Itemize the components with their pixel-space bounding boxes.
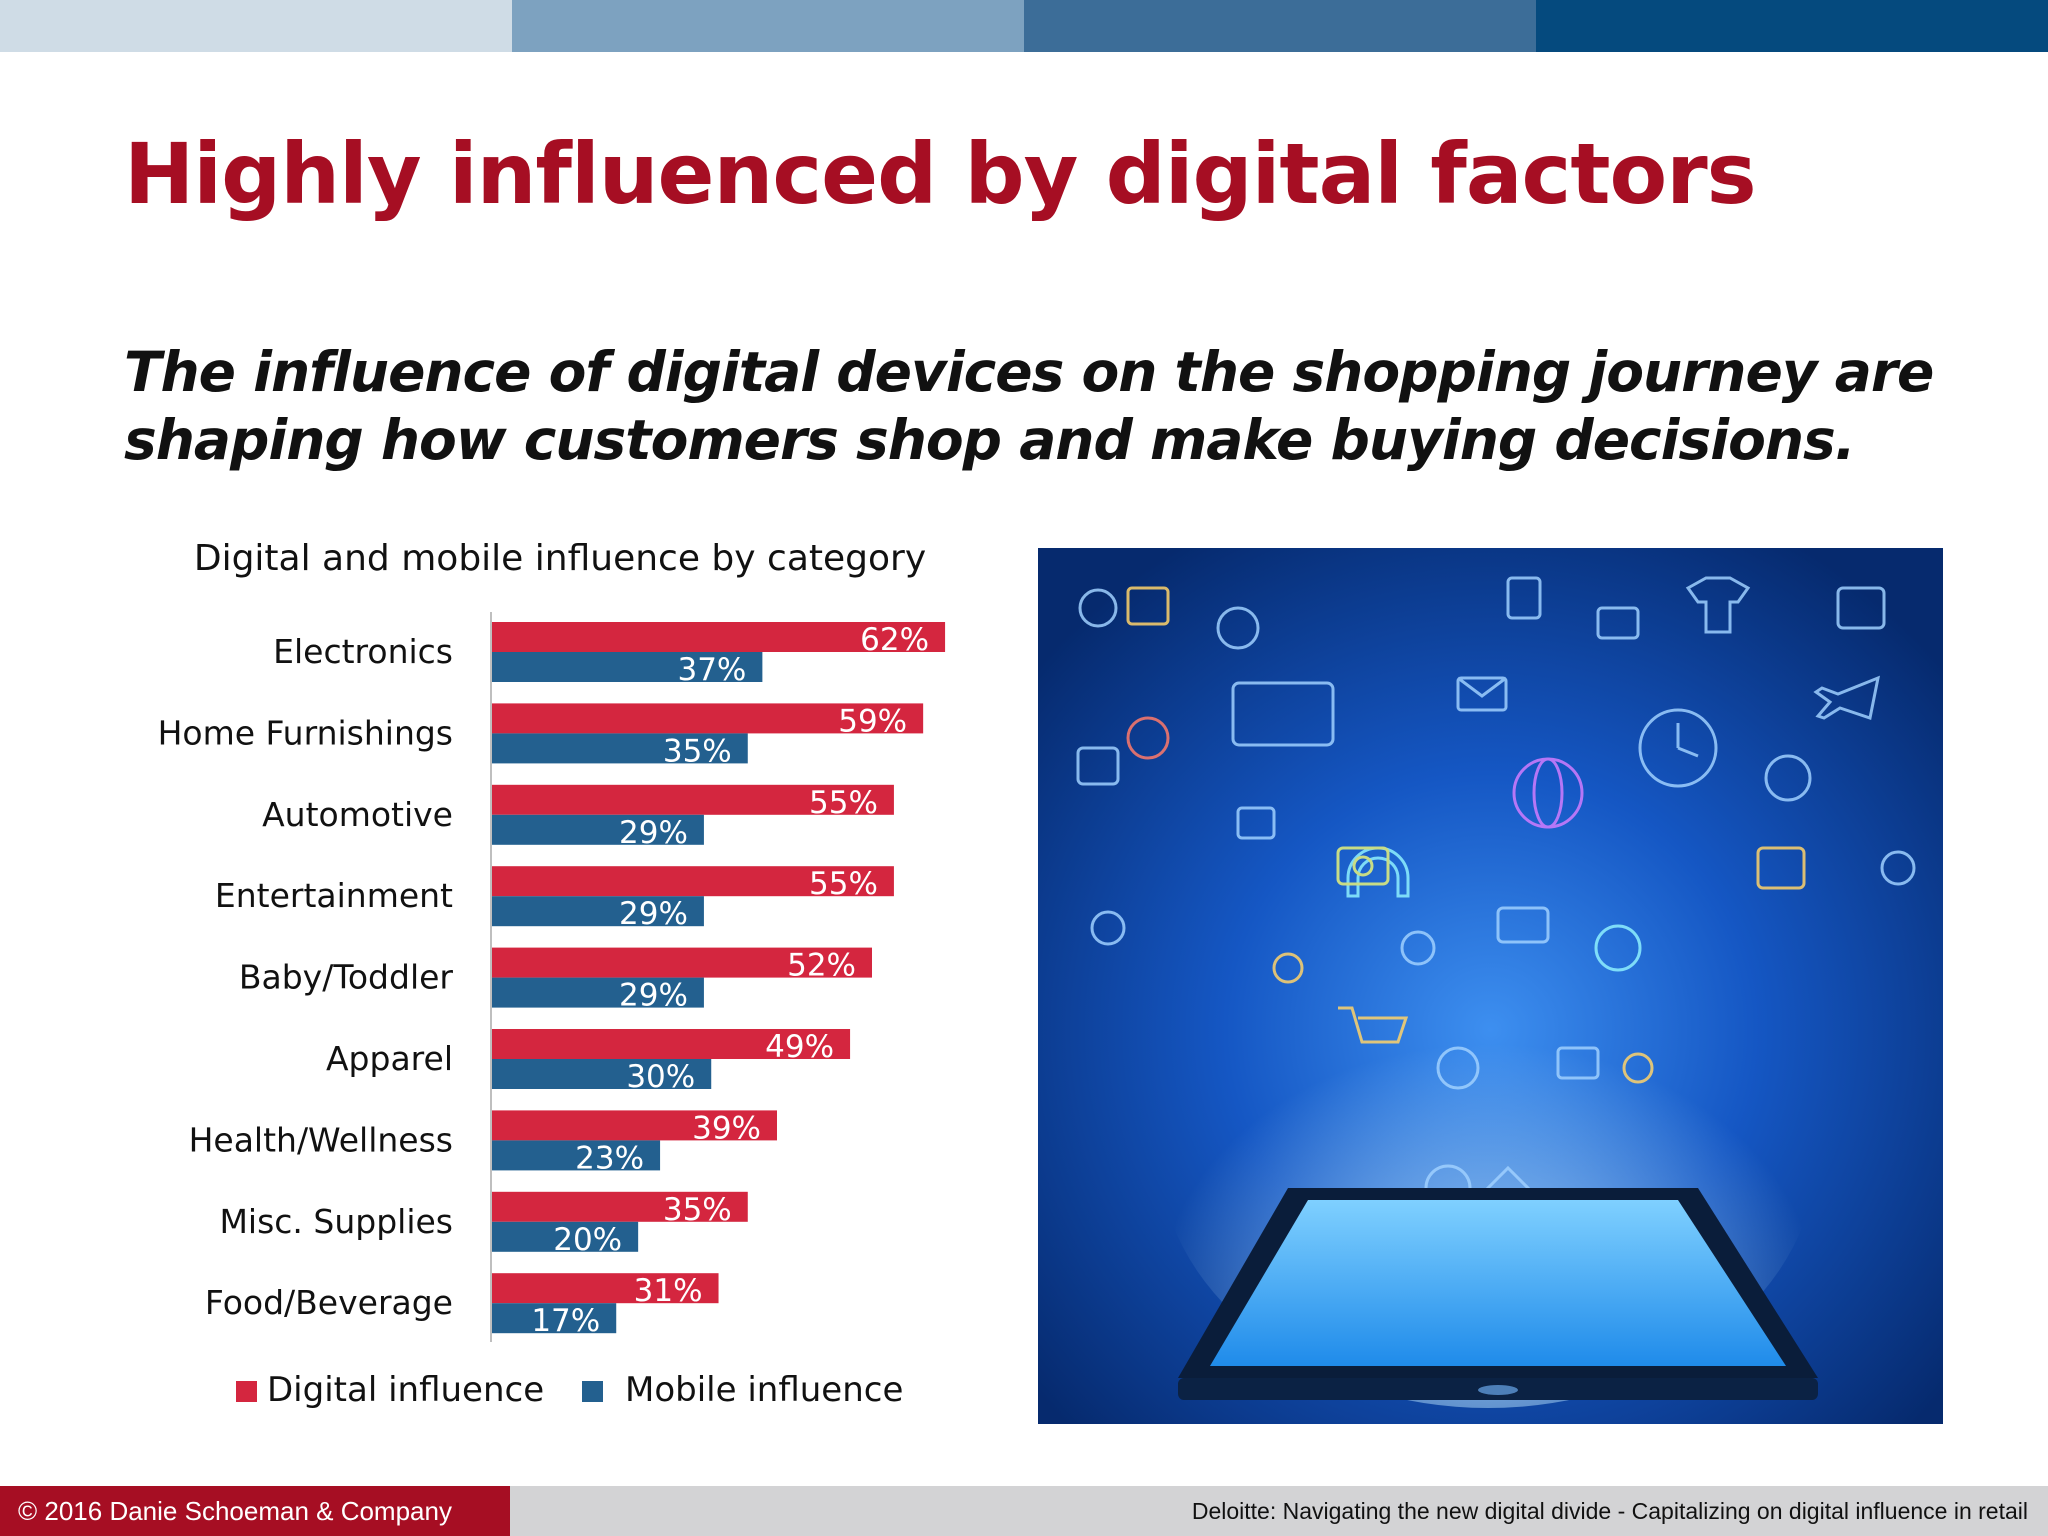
- top-color-bar: [0, 0, 2048, 52]
- bar-value-label: 55%: [809, 866, 878, 902]
- digital-influence-bar: [492, 1191, 748, 1222]
- mobile-influence-bar: [492, 814, 704, 845]
- chart-bars: Electronics 62% 37% Home Furnishings 59% 35% A…: [158, 622, 946, 1339]
- legend-swatch-mobile: [582, 1381, 603, 1402]
- chart-title: Digital and mobile influence by category: [194, 538, 926, 579]
- clock-icon: [1638, 708, 1718, 788]
- cart-icon: [1338, 1006, 1409, 1044]
- chart-legend: Digital influence Mobile influence: [236, 1370, 903, 1410]
- digital-influence-bar: [492, 703, 924, 734]
- bar-value-label: 62%: [860, 622, 929, 658]
- slide-subtitle: The influence of digital devices on the …: [124, 338, 2004, 474]
- shirt-icon: [1685, 576, 1751, 634]
- bar-value-label: 29%: [619, 815, 688, 851]
- footer-copyright: © 2016 Danie Schoeman & Company: [0, 1486, 510, 1536]
- category-label: Electronics: [273, 632, 453, 671]
- slide-title: Highly influenced by digital factors: [124, 125, 1757, 223]
- bar-value-label: 23%: [575, 1140, 644, 1176]
- bar-value-label: 20%: [553, 1222, 622, 1258]
- mobile-influence-bar: [492, 733, 748, 764]
- top-bar-segment-4: [1536, 0, 2048, 52]
- digital-influence-bar: [492, 866, 894, 897]
- mobile-influence-bar: [492, 1059, 712, 1089]
- category-label: Entertainment: [215, 876, 453, 915]
- bar-value-label: 39%: [692, 1110, 761, 1146]
- bar-value-label: 29%: [619, 896, 688, 932]
- bar-value-label: 30%: [626, 1059, 695, 1095]
- subtitle-line-2: shaping how customers shop and make buyi…: [124, 408, 1856, 472]
- top-bar-segment-1: [0, 0, 512, 52]
- mobile-influence-bar: [492, 1303, 617, 1334]
- tv-icon: [1231, 681, 1335, 747]
- digital-influence-bar: [492, 1029, 851, 1059]
- digital-shopping-illustration: [1038, 548, 1943, 1424]
- category-label: Misc. Supplies: [219, 1202, 453, 1241]
- envelope-icon: [1456, 676, 1508, 712]
- category-label: Food/Beverage: [205, 1283, 453, 1322]
- digital-influence-bar: [492, 1110, 777, 1141]
- legend-swatch-digital: [236, 1381, 257, 1402]
- footer-bar: © 2016 Danie Schoeman & Company Deloitte…: [0, 1486, 2048, 1536]
- headphones-icon: [1346, 846, 1410, 898]
- mobile-influence-bar: [492, 1140, 661, 1171]
- top-bar-segment-3: [1024, 0, 1536, 52]
- digital-influence-bar: [492, 947, 872, 978]
- bar-value-label: 35%: [663, 1192, 732, 1228]
- bar-value-label: 29%: [619, 978, 688, 1014]
- bar-value-label: 37%: [677, 652, 746, 688]
- bar-value-label: 59%: [838, 703, 907, 739]
- digital-influence-bar: [492, 1273, 719, 1304]
- legend-label-digital: Digital influence: [267, 1370, 544, 1410]
- bar-value-label: 55%: [809, 785, 878, 821]
- footer-source: Deloitte: Navigating the new digital div…: [1191, 1498, 2028, 1524]
- influence-bar-chart: Digital and mobile influence by category…: [158, 538, 946, 1410]
- mobile-influence-bar: [492, 1221, 639, 1252]
- mobile-influence-bar: [492, 977, 704, 1008]
- tablet-icon: [1178, 1188, 1818, 1400]
- top-bar-segment-2: [512, 0, 1024, 52]
- mobile-influence-bar: [492, 896, 704, 927]
- bar-value-label: 52%: [787, 948, 856, 984]
- category-label: Health/Wellness: [189, 1120, 453, 1159]
- airplane-icon: [1813, 675, 1881, 720]
- camera-icon: [1336, 846, 1390, 886]
- legend-label-mobile: Mobile influence: [625, 1370, 903, 1410]
- category-label: Baby/Toddler: [239, 958, 454, 997]
- digital-influence-bar: [492, 622, 946, 652]
- bar-value-label: 49%: [765, 1029, 834, 1065]
- bar-value-label: 17%: [531, 1303, 600, 1339]
- category-label: Automotive: [262, 795, 453, 834]
- digital-influence-bar: [492, 784, 894, 815]
- subtitle-line-1: The influence of digital devices on the …: [124, 340, 1934, 404]
- category-label: Apparel: [326, 1039, 453, 1078]
- bar-value-label: 35%: [663, 733, 732, 769]
- bar-value-label: 31%: [634, 1273, 703, 1309]
- mobile-influence-bar: [492, 652, 763, 682]
- category-label: Home Furnishings: [158, 713, 453, 752]
